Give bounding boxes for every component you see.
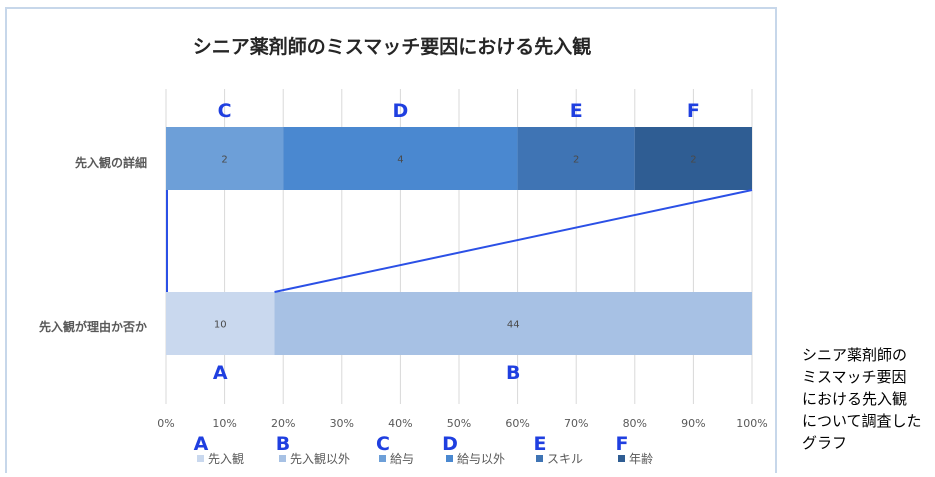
legend-letter: B (276, 433, 290, 455)
segment-letter: B (506, 362, 520, 384)
bar-segment (283, 127, 518, 190)
legend-letter: E (534, 433, 547, 455)
data-label: 4 (397, 155, 403, 166)
legend-label: 給与以外 (457, 452, 505, 466)
legend-letter: C (376, 433, 390, 455)
caption-line: グラフ (802, 434, 848, 452)
legend-swatch (618, 455, 625, 462)
x-tick-label: 20% (271, 417, 295, 430)
x-tick-label: 10% (212, 417, 236, 430)
legend-letter: A (194, 433, 209, 455)
legend-swatch (279, 455, 286, 462)
bar-segment (517, 127, 635, 190)
chart-frame: シニア薬剤師のミスマッチ要因における先入観 0% 10% 20% 30% 40% 50% 6… (5, 7, 777, 473)
bar-segment (166, 292, 275, 355)
connector-line (274, 189, 753, 293)
segment-letter: D (393, 100, 409, 122)
segment-letter: E (570, 100, 583, 122)
stacked-bar-chart: シニア薬剤師のミスマッチ要因における先入観 0% 10% 20% 30% 40% 50% 6… (39, 35, 768, 466)
data-label: 10 (214, 320, 227, 331)
segment-letter: C (218, 100, 232, 122)
chart-caption: シニア薬剤師の ミスマッチ要因 における先入観 について調査した グラフ (802, 344, 932, 454)
legend-label: 先入観 (208, 452, 244, 466)
data-label: 2 (690, 155, 696, 166)
data-label: 2 (573, 155, 579, 166)
labels: 0% 10% 20% 30% 40% 50% 60% 70% 80% 90% 100% 先入観の詳細先… (39, 100, 768, 430)
legend-label: 給与 (390, 452, 414, 466)
x-tick-label: 100% (736, 417, 767, 430)
legend-label: 年齢 (629, 451, 653, 466)
legend-label: 先入観以外 (290, 452, 350, 466)
caption-line: シニア薬剤師の (802, 346, 908, 364)
category-label: 先入観の詳細 (75, 155, 147, 170)
legend-swatch (446, 455, 453, 462)
legend-letter: D (442, 433, 458, 455)
x-tick-label: 80% (623, 417, 647, 430)
x-tick-label: 30% (330, 417, 354, 430)
bar-segment (274, 292, 752, 355)
bar-segment (166, 127, 284, 190)
legend-label: スキル (547, 452, 583, 466)
x-tick-label: 90% (681, 417, 705, 430)
x-tick-label: 50% (447, 417, 471, 430)
x-tick-label: 40% (388, 417, 412, 430)
caption-line: における先入観 (802, 390, 908, 408)
category-label: 先入観が理由か否か (39, 319, 147, 334)
x-tick-label: 70% (564, 417, 588, 430)
data-label: 44 (507, 320, 520, 331)
legend-swatch (197, 455, 204, 462)
legend-swatch (536, 455, 543, 462)
legend-swatch (379, 455, 386, 462)
x-tick-label: 0% (157, 417, 174, 430)
x-tick-label: 60% (505, 417, 529, 430)
segment-letter: F (687, 100, 700, 122)
data-label: 2 (221, 155, 227, 166)
segment-letter: A (213, 362, 228, 384)
caption-line: について調査した (802, 412, 922, 430)
bar-segment (634, 127, 752, 190)
bars (166, 127, 753, 355)
legend-letter: F (616, 433, 629, 455)
caption-line: ミスマッチ要因 (802, 368, 907, 386)
chart-title: シニア薬剤師のミスマッチ要因における先入観 (193, 35, 591, 58)
